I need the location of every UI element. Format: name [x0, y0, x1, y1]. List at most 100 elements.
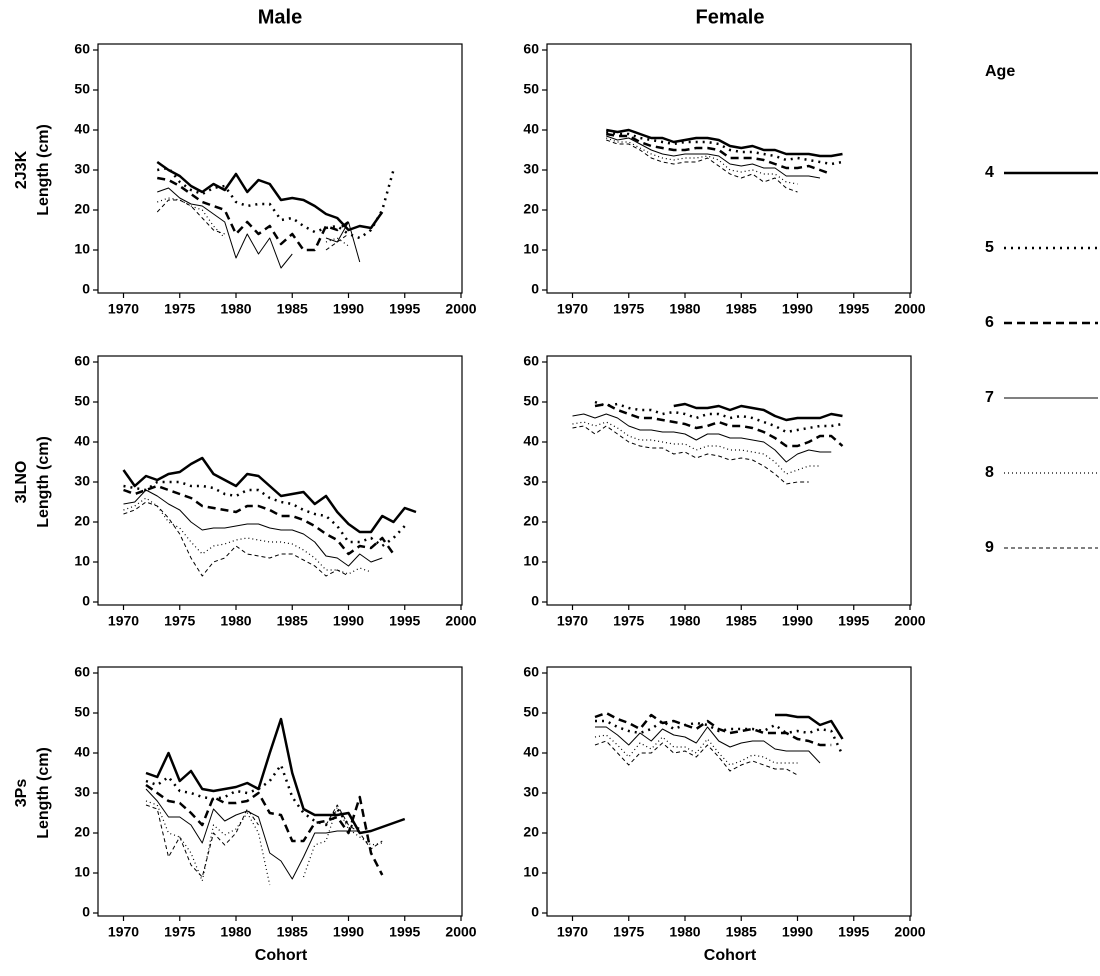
y-tick-label: 20: [74, 201, 90, 217]
series-line: [594, 711, 832, 747]
series-line: [572, 413, 832, 463]
y-tick-label: 60: [523, 664, 539, 680]
x-tick-label: 2000: [445, 613, 476, 629]
series-line: [145, 717, 406, 835]
series-line: [594, 734, 798, 766]
series-line: [157, 166, 395, 240]
x-tick-label: 2000: [445, 924, 476, 940]
column-title: Male: [258, 6, 302, 28]
y-tick-label: 40: [523, 121, 539, 137]
y-tick-label: 40: [74, 433, 90, 449]
region-label: 3LNO: [13, 461, 30, 504]
series-line: [145, 783, 384, 876]
legend-label: 5: [985, 239, 994, 256]
y-tick-label: 0: [531, 281, 539, 297]
y-axis-label: Length (cm): [35, 436, 52, 528]
x-tick-label: 1995: [389, 613, 420, 629]
y-tick-label: 20: [523, 824, 539, 840]
x-tick-label: 1995: [389, 924, 420, 940]
series-line: [606, 139, 798, 193]
y-tick-label: 50: [523, 704, 539, 720]
series-line: [157, 197, 349, 247]
legend-title: Age: [985, 63, 1015, 80]
plot-frame: [546, 43, 912, 294]
y-tick-label: 10: [523, 864, 539, 880]
series-line: [606, 130, 843, 166]
y-tick-label: 30: [523, 473, 539, 489]
x-tick-label: 1990: [782, 301, 813, 317]
x-tick-label: 1985: [726, 301, 757, 317]
x-tick-label: 2000: [445, 301, 476, 317]
y-axis-label: Length (cm): [35, 747, 52, 839]
y-tick-label: 50: [74, 704, 90, 720]
x-tick-label: 2000: [894, 924, 925, 940]
series-line: [122, 456, 417, 534]
x-tick-label: 1970: [108, 924, 139, 940]
x-tick-label: 1970: [557, 613, 588, 629]
series-line: [145, 763, 361, 831]
x-tick-label: 1970: [557, 301, 588, 317]
x-tick-label: 1985: [277, 301, 308, 317]
series-line: [157, 187, 361, 269]
y-tick-label: 60: [523, 353, 539, 369]
x-tick-label: 1990: [333, 613, 364, 629]
y-tick-label: 40: [74, 121, 90, 137]
y-tick-label: 10: [74, 864, 90, 880]
y-tick-label: 10: [523, 241, 539, 257]
y-tick-label: 40: [523, 433, 539, 449]
y-tick-label: 0: [531, 904, 539, 920]
series-line: [595, 719, 844, 756]
legend-label: 6: [985, 314, 994, 331]
y-tick-label: 0: [82, 904, 90, 920]
x-tick-label: 1995: [838, 613, 869, 629]
y-tick-label: 60: [74, 664, 90, 680]
y-tick-label: 60: [523, 41, 539, 57]
series-line: [157, 176, 350, 252]
series-line: [606, 135, 821, 179]
plot-frame: [97, 666, 463, 917]
x-tick-label: 1990: [782, 924, 813, 940]
y-tick-label: 50: [523, 81, 539, 97]
plot-frame: [97, 355, 463, 606]
legend-label: 4: [985, 164, 994, 181]
x-axis-label: Cohort: [255, 947, 308, 964]
series-line: [572, 421, 820, 475]
y-tick-label: 0: [82, 281, 90, 297]
x-axis-label: Cohort: [704, 947, 757, 964]
x-tick-label: 1980: [220, 613, 251, 629]
y-tick-label: 50: [523, 393, 539, 409]
x-tick-label: 1990: [782, 613, 813, 629]
x-tick-label: 1990: [333, 924, 364, 940]
x-tick-label: 1990: [333, 301, 364, 317]
legend-label: 9: [985, 539, 994, 556]
y-tick-label: 30: [74, 161, 90, 177]
column-title: Female: [696, 6, 765, 28]
x-tick-label: 1970: [108, 613, 139, 629]
y-axis-label: Length (cm): [35, 124, 52, 216]
series-line: [145, 788, 360, 880]
series-line: [594, 402, 844, 448]
x-tick-label: 1970: [557, 924, 588, 940]
legend-label: 7: [985, 389, 994, 406]
x-tick-label: 1975: [164, 613, 195, 629]
region-label: 3Ps: [13, 779, 30, 808]
series-line: [145, 804, 383, 878]
series-line: [156, 160, 384, 232]
x-tick-label: 1995: [838, 924, 869, 940]
series-line: [123, 501, 349, 577]
y-tick-label: 10: [74, 553, 90, 569]
series-line: [673, 402, 843, 422]
x-tick-label: 1975: [613, 924, 644, 940]
x-tick-label: 2000: [894, 301, 925, 317]
y-tick-label: 50: [74, 393, 90, 409]
y-tick-label: 30: [74, 784, 90, 800]
x-tick-label: 1975: [613, 613, 644, 629]
y-tick-label: 30: [523, 784, 539, 800]
y-tick-label: 40: [523, 744, 539, 760]
region-label: 2J3K: [13, 150, 30, 189]
y-tick-label: 40: [74, 744, 90, 760]
x-tick-label: 1975: [164, 924, 195, 940]
plot-frame: [97, 43, 463, 294]
y-tick-label: 60: [74, 353, 90, 369]
